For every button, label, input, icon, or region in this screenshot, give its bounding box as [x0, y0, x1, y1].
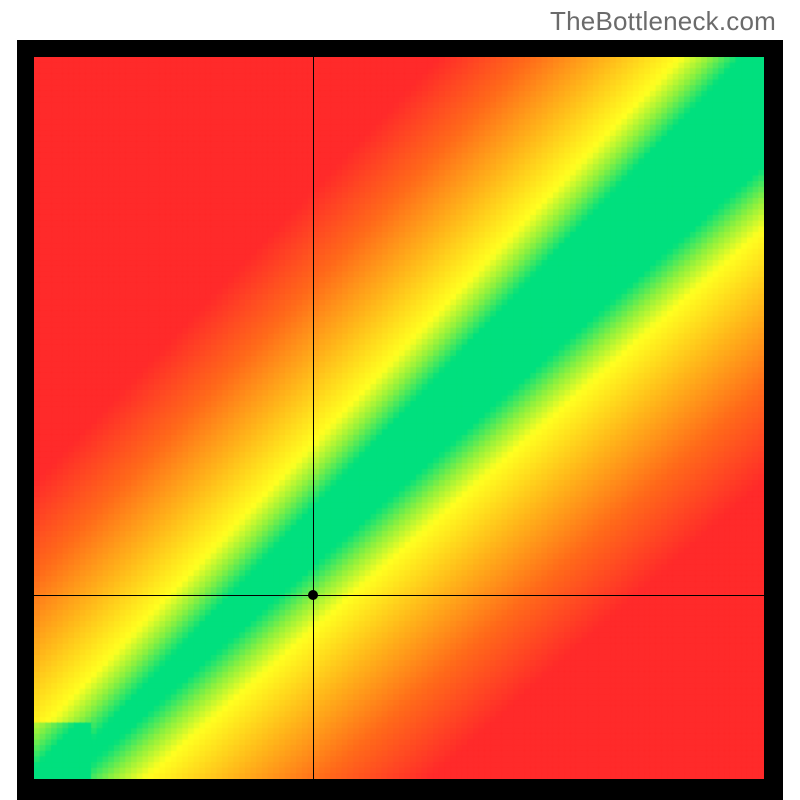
plot-frame	[17, 40, 783, 800]
crosshair-marker	[308, 590, 318, 600]
heatmap-plot	[34, 57, 764, 779]
crosshair-vertical	[313, 57, 314, 779]
chart-container: TheBottleneck.com	[0, 0, 800, 800]
crosshair-horizontal	[34, 595, 764, 596]
watermark-text: TheBottleneck.com	[550, 6, 776, 37]
heatmap-canvas	[34, 57, 764, 779]
